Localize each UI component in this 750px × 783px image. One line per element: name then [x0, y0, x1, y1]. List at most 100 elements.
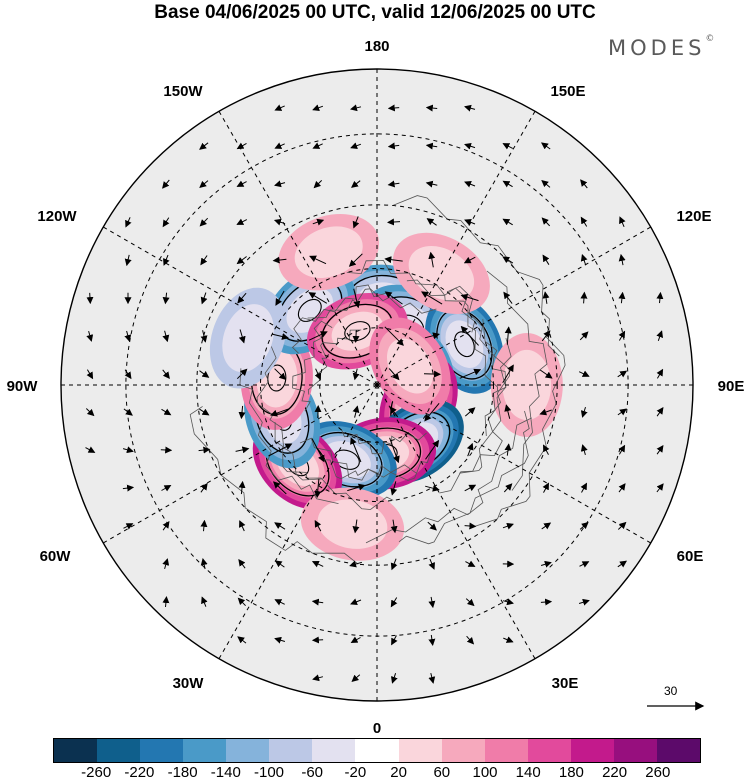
colorbar-tick-label: -20	[344, 764, 367, 781]
wind-vector	[198, 446, 211, 454]
wind-vector	[351, 180, 361, 188]
wind-vector	[459, 368, 482, 379]
anomaly-contour-fill	[445, 320, 484, 369]
wind-vector	[464, 484, 477, 492]
wind-vector	[502, 598, 514, 606]
wind-vector	[85, 408, 95, 417]
wind-vector	[427, 521, 437, 531]
wind-vector	[236, 256, 247, 265]
colorbar-tick-label: 100	[472, 764, 498, 781]
wind-vector	[656, 330, 663, 341]
wind-vector	[236, 180, 247, 187]
wind-vector	[387, 142, 400, 150]
wind-vector	[274, 104, 285, 111]
wind-vector	[390, 481, 398, 496]
wind-vector	[199, 408, 210, 416]
wind-vector	[352, 405, 360, 418]
colorbar-bin	[613, 739, 657, 762]
coastline-segment	[307, 288, 437, 319]
colorbar-bin	[441, 739, 485, 762]
wind-vector	[425, 439, 440, 460]
wind-vector	[541, 522, 552, 530]
colorbar-tick-label: -260	[81, 764, 112, 781]
wind-vector	[351, 674, 361, 682]
wind-vector	[543, 444, 550, 455]
lon-label-60w: 60W	[40, 548, 72, 565]
wind-vector	[162, 558, 170, 570]
anomaly-contour-fill	[317, 499, 388, 549]
wind-vector	[619, 216, 626, 228]
graticule	[61, 69, 693, 701]
wind-vector	[502, 218, 513, 226]
wind-vector	[238, 480, 246, 495]
wind-vector	[312, 142, 323, 149]
wind-vector	[617, 370, 628, 378]
coastline-segment	[291, 284, 387, 354]
wind-vector	[200, 482, 208, 493]
wind-vector	[311, 598, 324, 606]
colorbar-tick-label: 20	[390, 764, 407, 781]
wind-vector	[540, 560, 552, 568]
wind-vector	[274, 560, 285, 568]
wind-vector	[270, 408, 290, 417]
wind-vector	[201, 596, 208, 607]
anomaly-center	[278, 213, 380, 291]
wind-vector	[350, 104, 362, 112]
wind-vector	[236, 218, 248, 225]
colorbar-bin	[54, 739, 98, 762]
wind-vector	[124, 369, 132, 380]
wind-vector	[274, 142, 285, 149]
lon-label-0: 0	[373, 720, 381, 737]
lon-label-150e: 150E	[550, 83, 585, 100]
wind-vector	[466, 635, 475, 645]
wind-vector	[426, 218, 437, 226]
wind-vector	[199, 370, 210, 378]
wind-vector	[311, 636, 324, 644]
wind-vector	[199, 142, 209, 150]
wind-vector	[618, 444, 626, 455]
wind-vector	[618, 291, 626, 304]
wind-vector	[391, 635, 398, 646]
wind-vector	[539, 369, 553, 379]
wind-vector	[542, 291, 550, 304]
reference-vector-label: 30	[664, 684, 678, 698]
wind-vector	[236, 368, 248, 380]
colorbar-bin	[140, 739, 184, 762]
wind-vector	[274, 522, 286, 530]
wind-vector	[349, 560, 363, 568]
coastline-segment	[189, 406, 359, 565]
wind-vector	[390, 558, 398, 571]
wind-vector	[162, 596, 170, 608]
wind-vector	[238, 405, 246, 420]
wind-vector	[464, 407, 476, 417]
colorbar-tick-label: 260	[645, 764, 671, 781]
wind-vector	[162, 369, 170, 379]
wind-vector	[308, 331, 328, 341]
wind-vector	[162, 179, 170, 189]
wind-vector	[618, 253, 626, 266]
wind-vector	[384, 256, 403, 264]
wind-vector	[273, 218, 286, 226]
wind-vector	[161, 485, 172, 492]
colorbar-tick-label: 180	[558, 764, 584, 781]
wind-vector	[314, 478, 322, 499]
wind-vector	[579, 331, 589, 341]
wind-vector	[387, 218, 401, 226]
colorbar-bin	[656, 739, 700, 762]
wind-vector	[580, 482, 587, 493]
wind-vector	[162, 520, 170, 531]
wind-vector	[350, 437, 362, 463]
anomaly-center	[300, 487, 405, 561]
wind-vector	[578, 370, 590, 377]
wind-vector	[503, 483, 513, 493]
wind-vector	[617, 521, 627, 530]
lon-label-30e: 30E	[552, 675, 579, 692]
brand-mark: ©	[705, 34, 715, 44]
wind-vector	[460, 293, 479, 302]
colorbar-tick-label: 60	[433, 764, 451, 781]
wind-vector	[463, 256, 476, 264]
wind-vector	[235, 446, 250, 454]
wind-vector	[384, 291, 403, 305]
wind-vector	[503, 291, 513, 304]
colorbar-bin	[269, 739, 313, 762]
